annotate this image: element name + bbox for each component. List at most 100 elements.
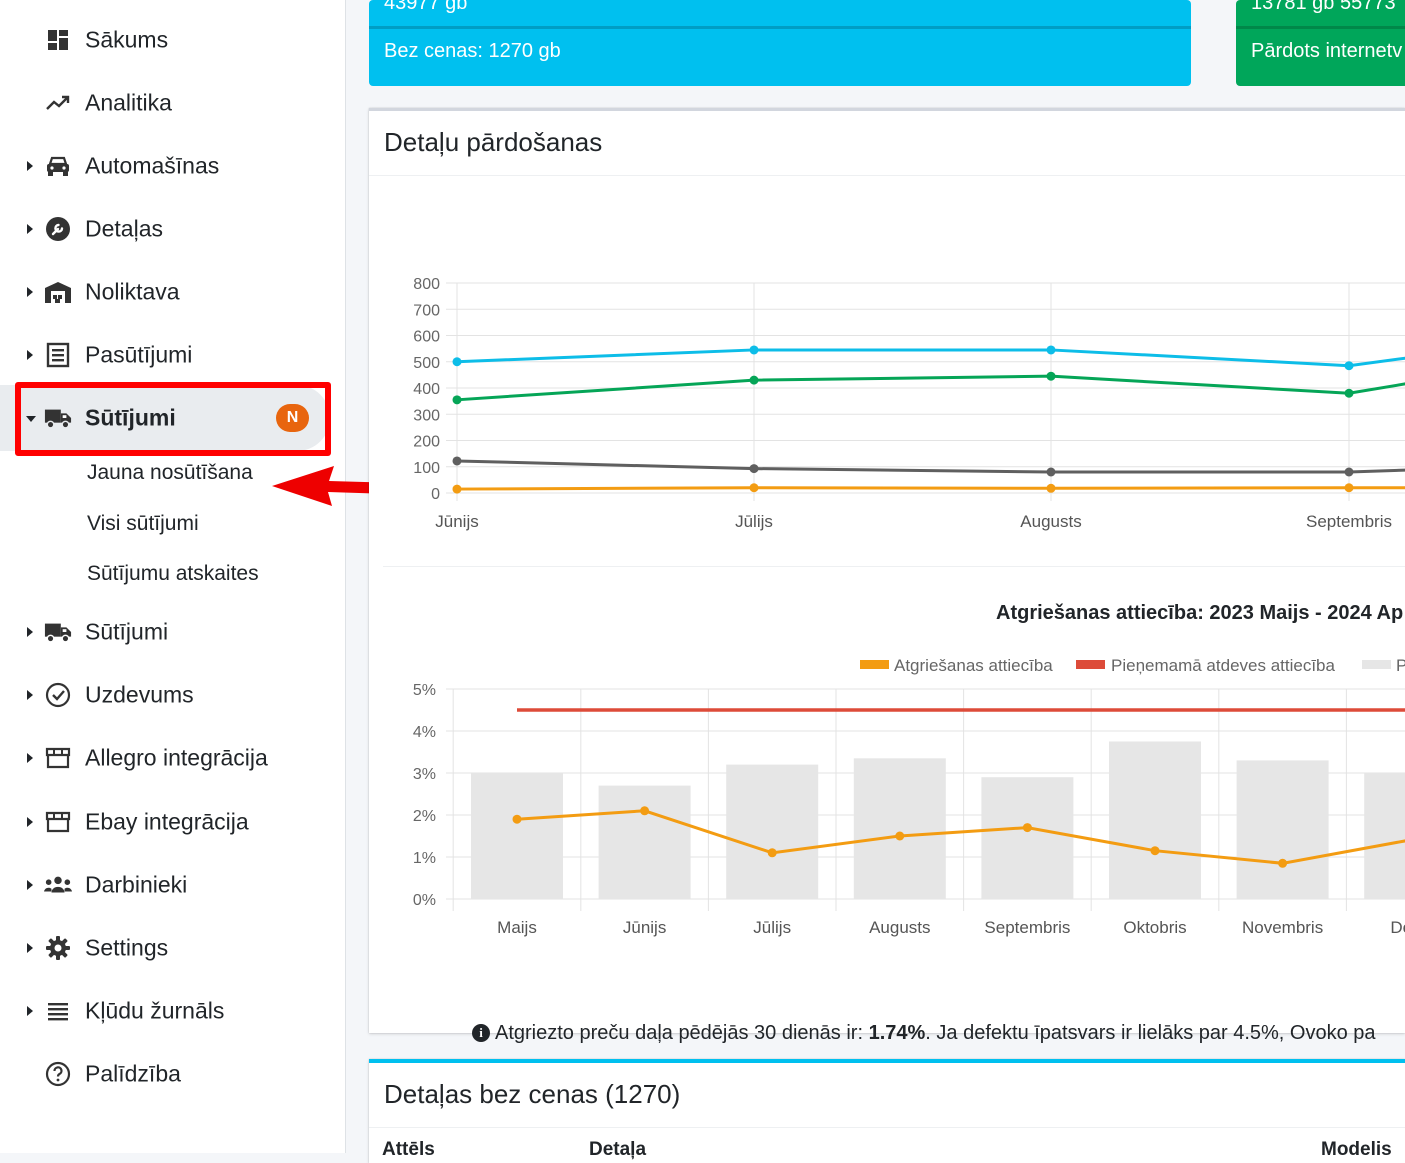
bar bbox=[471, 773, 563, 899]
sidebar-item-allegro[interactable]: Allegro integrācija bbox=[0, 733, 345, 783]
unpriced-parts-card: Detaļas bez cenas (1270) bbox=[369, 1059, 1405, 1163]
caret-right-icon bbox=[27, 690, 33, 700]
wrench-icon bbox=[44, 215, 72, 243]
data-point bbox=[749, 345, 759, 355]
stat-footer[interactable]: Pārdots internetv bbox=[1251, 40, 1403, 62]
y-tick-label: 300 bbox=[413, 407, 440, 424]
caret-right-icon bbox=[27, 817, 33, 827]
chart-divider bbox=[383, 566, 1405, 567]
sidebar-item-sutijumi-active[interactable]: Sūtījumi N bbox=[0, 385, 330, 451]
y-tick-label: 4% bbox=[413, 724, 436, 741]
x-tick-label: Augusts bbox=[869, 918, 930, 937]
bar bbox=[1109, 741, 1201, 899]
truck-icon bbox=[44, 404, 72, 432]
sub-item-visi-sutijumi[interactable]: Visi sūtījumi bbox=[87, 512, 199, 535]
legend-label: Pieņemamā atdeves attiecība bbox=[1111, 656, 1336, 675]
data-point bbox=[1046, 371, 1056, 381]
sidebar-item-detalas[interactable]: Detaļas bbox=[0, 204, 345, 254]
legend-label: Atgriešanas attiecība bbox=[894, 656, 1053, 675]
sidebar-item-label: Analitika bbox=[85, 89, 172, 116]
sidebar-item-settings[interactable]: Settings bbox=[0, 923, 345, 973]
data-point bbox=[1344, 388, 1354, 398]
caret-right-icon bbox=[27, 1006, 33, 1016]
sidebar-item-palidziba[interactable]: Palīdzība bbox=[0, 1049, 345, 1099]
sidebar-item-label: Uzdevums bbox=[85, 681, 194, 708]
car-icon bbox=[44, 152, 72, 180]
data-point bbox=[767, 848, 777, 858]
data-point bbox=[1150, 846, 1160, 856]
x-tick-label: Jūnijs bbox=[435, 512, 478, 531]
sidebar-item-label: Detaļas bbox=[85, 215, 163, 242]
help-icon bbox=[44, 1060, 72, 1088]
sidebar-item-darbinieki[interactable]: Darbinieki bbox=[0, 860, 345, 910]
data-point bbox=[640, 806, 650, 816]
sidebar-item-label: Ebay integrācija bbox=[85, 808, 249, 835]
data-point bbox=[749, 483, 759, 493]
data-point bbox=[1046, 467, 1056, 477]
sidebar-item-label: Palīdzība bbox=[85, 1060, 181, 1087]
bar bbox=[1364, 773, 1405, 899]
chart-title: Atgriešanas attiecība: 2023 Maijs - 2024… bbox=[996, 602, 1403, 624]
data-point bbox=[1344, 467, 1354, 477]
sales-line-chart: 800 700 600 500 400 300 200 100 0 Jūnijs Jūlijs Aug… bbox=[413, 276, 1405, 531]
sidebar-item-sakums[interactable]: Sākums bbox=[0, 15, 345, 65]
dashboard-icon bbox=[44, 26, 72, 54]
x-tick-label: Maijs bbox=[497, 918, 537, 937]
returns-chart: Atgriešanas attiecība: 2023 Maijs - 2024… bbox=[413, 602, 1405, 937]
y-tick-label: 5% bbox=[413, 682, 436, 699]
legend-swatch bbox=[860, 660, 889, 669]
sidebar-item-label: Noliktava bbox=[85, 278, 180, 305]
sub-item-jauna-nosutisana[interactable]: Jauna nosūtīšana bbox=[87, 461, 253, 484]
caret-right-icon bbox=[27, 287, 33, 297]
bar bbox=[981, 777, 1074, 899]
sidebar-item-label: Settings bbox=[85, 934, 169, 961]
data-point bbox=[1278, 858, 1288, 868]
data-point bbox=[895, 831, 905, 841]
data-point bbox=[512, 814, 522, 824]
card-title: Detaļas bez cenas (1270) bbox=[384, 1079, 681, 1109]
bar bbox=[726, 764, 819, 899]
sidebar-item-automasinas[interactable]: Automašīnas bbox=[0, 141, 345, 191]
x-tick-label: Oktobris bbox=[1123, 918, 1186, 937]
sidebar-item-label: Darbinieki bbox=[85, 871, 188, 898]
stat-box-sold: 13781 gb 55773 Pārdots internetv bbox=[1236, 0, 1405, 86]
data-point bbox=[452, 484, 462, 494]
y-tick-label: 600 bbox=[413, 329, 440, 346]
caret-right-icon bbox=[27, 161, 33, 171]
column-header-part[interactable]: Detaļa bbox=[589, 1139, 647, 1160]
x-tick-label: Jūlijs bbox=[753, 918, 791, 937]
sidebar-item-pasutijumi[interactable]: Pasūtījumi bbox=[0, 330, 345, 380]
sidebar-item-kludu-zurnals[interactable]: Kļūdu žurnāls bbox=[0, 986, 345, 1036]
data-point bbox=[1046, 483, 1056, 493]
sub-item-sutijumu-atskaites[interactable]: Sūtījumu atskaites bbox=[87, 562, 259, 585]
sales-card: Detaļu pārdošanas 800 700 600 500 400 300 200 1… bbox=[369, 108, 1405, 1044]
data-point bbox=[452, 395, 462, 405]
x-tick-label: Dece bbox=[1390, 918, 1405, 937]
column-header-image[interactable]: Attēls bbox=[382, 1139, 435, 1160]
x-tick-label: Jūnijs bbox=[623, 918, 666, 937]
column-header-model[interactable]: Modelis bbox=[1321, 1139, 1392, 1160]
gear-icon bbox=[44, 934, 72, 962]
sidebar-item-ebay[interactable]: Ebay integrācija bbox=[0, 797, 345, 847]
store-icon bbox=[44, 744, 72, 772]
y-tick-label: 200 bbox=[413, 434, 440, 451]
legend-label: P bbox=[1396, 656, 1405, 675]
sidebar-item-label: Automašīnas bbox=[85, 152, 220, 179]
returns-note: i Atgriezto preču daļa pēdējās 30 dienās … bbox=[472, 1022, 1376, 1045]
data-point bbox=[1046, 345, 1056, 355]
stat-value: 43977 gb bbox=[384, 0, 468, 14]
series-line bbox=[456, 348, 1405, 368]
bar bbox=[598, 785, 691, 899]
y-tick-label: 1% bbox=[413, 850, 436, 867]
caret-down-icon bbox=[26, 416, 36, 422]
note-value: 1.74% bbox=[868, 1022, 926, 1044]
sidebar-item-sutijumi[interactable]: Sūtījumi bbox=[0, 607, 345, 657]
sidebar-item-noliktava[interactable]: Noliktava bbox=[0, 267, 345, 317]
x-tick-label: Septembris bbox=[984, 918, 1070, 937]
y-tick-label: 3% bbox=[413, 766, 436, 783]
data-point bbox=[1022, 823, 1032, 833]
sidebar-item-analitika[interactable]: Analitika bbox=[0, 78, 345, 128]
sidebar-item-uzdevums[interactable]: Uzdevums bbox=[0, 670, 345, 720]
stat-footer[interactable]: Bez cenas: 1270 gb bbox=[384, 40, 561, 62]
trending-up-icon bbox=[44, 89, 72, 117]
